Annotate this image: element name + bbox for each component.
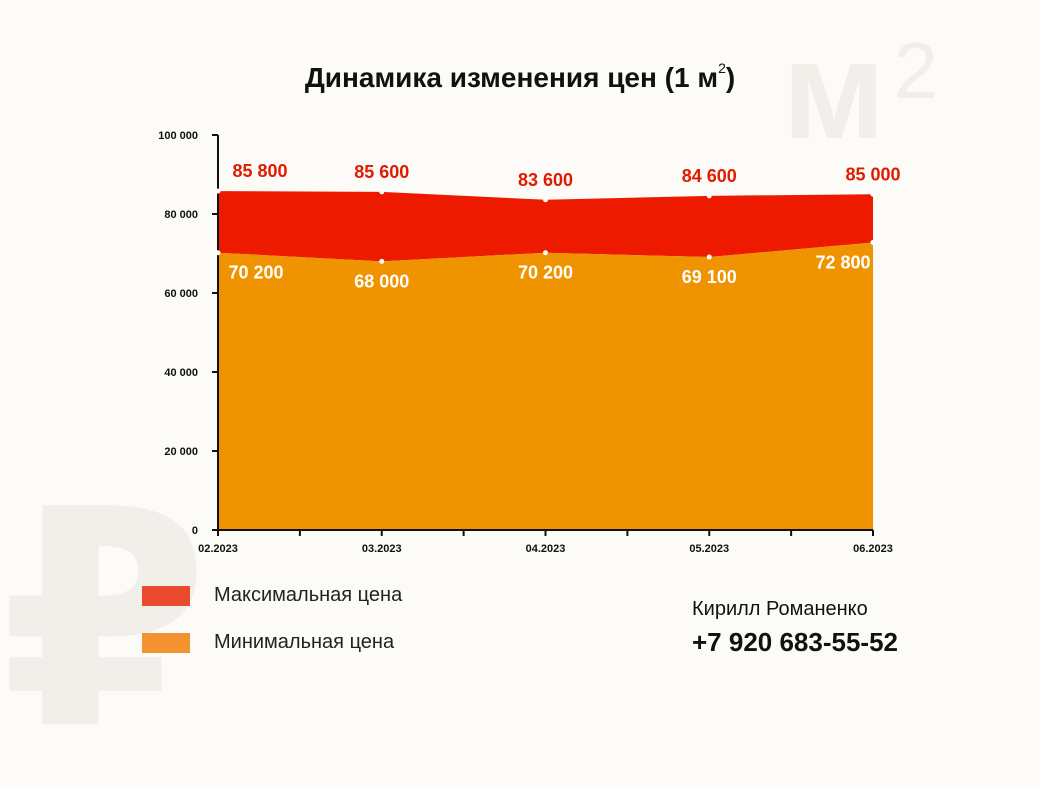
min-price-label: 68 000 (354, 271, 409, 291)
max-price-label: 85 800 (232, 161, 287, 181)
max-price-label: 85 000 (845, 164, 900, 184)
chart-title-close: ) (725, 62, 736, 93)
max-price-label: 84 600 (682, 166, 737, 186)
contact-name: Кирилл Романенко (692, 598, 868, 620)
min-price-point (870, 239, 876, 245)
min-price-point (543, 250, 548, 256)
x-tick-label: 04.2023 (526, 543, 566, 555)
chart-title-text: Динамика изменения цен (1 м (304, 62, 719, 93)
x-tick-label: 06.2023 (853, 543, 893, 555)
chart-title-sup: 2 (718, 60, 726, 76)
max-price-point (870, 191, 876, 197)
y-tick-label: 60 000 (164, 288, 198, 300)
x-tick-label: 02.2023 (198, 543, 238, 555)
legend-item-min: Минимальная цена (142, 631, 394, 654)
x-tick-label: 03.2023 (362, 543, 402, 555)
max-price-point (706, 193, 712, 199)
x-tick-label: 05.2023 (689, 543, 729, 555)
contact-phone: +7 920 683-55-52 (692, 627, 899, 657)
area-chart: 0 20 000 40 000 60 000 80 000 100 000 02.2023 0… (158, 130, 900, 555)
legend-label-max: Максимальная цена (214, 584, 403, 606)
legend-item-max: Максимальная цена (142, 584, 402, 607)
min-price-area (218, 242, 873, 530)
min-price-label: 70 200 (228, 263, 283, 283)
min-price-label: 70 200 (518, 263, 573, 283)
max-price-label: 83 600 (518, 170, 573, 190)
min-price-label: 72 800 (815, 252, 870, 272)
max-price-area (218, 191, 873, 262)
legend-swatch-min (142, 632, 190, 653)
min-price-point (215, 250, 221, 256)
chart-title: Динамика изменения цен (1 м2) (0, 60, 1040, 94)
y-tick-label: 80 000 (164, 209, 198, 221)
contact-block: Кирилл Романенко +7 920 683-55-52 (692, 598, 898, 658)
max-price-point (379, 189, 385, 195)
min-price-label: 69 100 (682, 267, 737, 287)
legend-swatch-max (142, 585, 190, 606)
min-price-point (706, 254, 712, 260)
min-price-point (379, 258, 385, 264)
max-price-point (215, 188, 221, 194)
y-tick-label: 0 (192, 525, 198, 537)
y-tick-label: 20 000 (164, 446, 198, 458)
y-tick-label: 40 000 (164, 367, 198, 379)
legend-label-min: Минимальная цена (214, 631, 395, 653)
y-tick-label: 100 000 (158, 130, 198, 142)
max-price-point (543, 197, 548, 203)
max-price-label: 85 600 (354, 162, 409, 182)
